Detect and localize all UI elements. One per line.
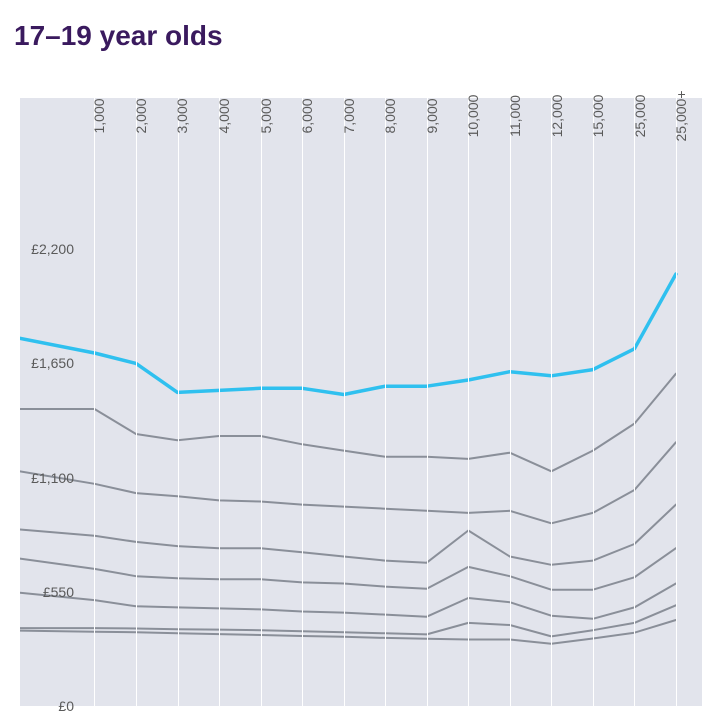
- y-axis-label: £550: [20, 584, 74, 600]
- gridline: [551, 98, 552, 706]
- chart-title: 17–19 year olds: [14, 20, 223, 52]
- series-line_0_highlight: [20, 274, 676, 394]
- x-axis-label: 5,000: [258, 98, 274, 133]
- x-axis-label: 4,000: [216, 98, 232, 133]
- x-axis-label: 10,000: [465, 95, 481, 138]
- gridline: [178, 98, 179, 706]
- gridline: [344, 98, 345, 706]
- gridline: [219, 98, 220, 706]
- series-line_4: [20, 548, 676, 590]
- gridline: [676, 98, 677, 706]
- gridline: [94, 98, 95, 706]
- x-axis-label: 3,000: [175, 98, 191, 133]
- series-line_3: [20, 505, 676, 565]
- gridline: [593, 98, 594, 706]
- x-axis-label: 7,000: [341, 98, 357, 133]
- x-axis-label: 9,000: [424, 98, 440, 133]
- gridline: [427, 98, 428, 706]
- x-axis-label: 12,000: [548, 95, 564, 138]
- gridline: [385, 98, 386, 706]
- x-axis-label: 25,000: [631, 95, 647, 138]
- chart-area: £0£550£1,100£1,650£2,2001,0002,0003,0004…: [20, 98, 702, 706]
- gridline: [302, 98, 303, 706]
- x-axis-label: 6,000: [299, 98, 315, 133]
- x-axis-label: 1,000: [91, 98, 107, 133]
- gridline: [136, 98, 137, 706]
- series-line_1: [20, 374, 676, 472]
- gridline: [261, 98, 262, 706]
- gridline: [634, 98, 635, 706]
- x-axis-label: 11,000: [507, 95, 523, 137]
- chart-plot: [20, 98, 702, 706]
- x-axis-label: 2,000: [133, 98, 149, 133]
- series-line_2: [20, 442, 676, 523]
- y-axis-label: £1,650: [20, 355, 74, 371]
- x-axis-label: 15,000: [590, 95, 606, 138]
- x-axis-label: 25,000+: [673, 91, 689, 142]
- y-axis-label: £1,100: [20, 470, 74, 486]
- x-axis-label: 8,000: [382, 98, 398, 133]
- gridline: [468, 98, 469, 706]
- gridline: [510, 98, 511, 706]
- y-axis-label: £2,200: [20, 241, 74, 257]
- y-axis-label: £0: [20, 698, 74, 714]
